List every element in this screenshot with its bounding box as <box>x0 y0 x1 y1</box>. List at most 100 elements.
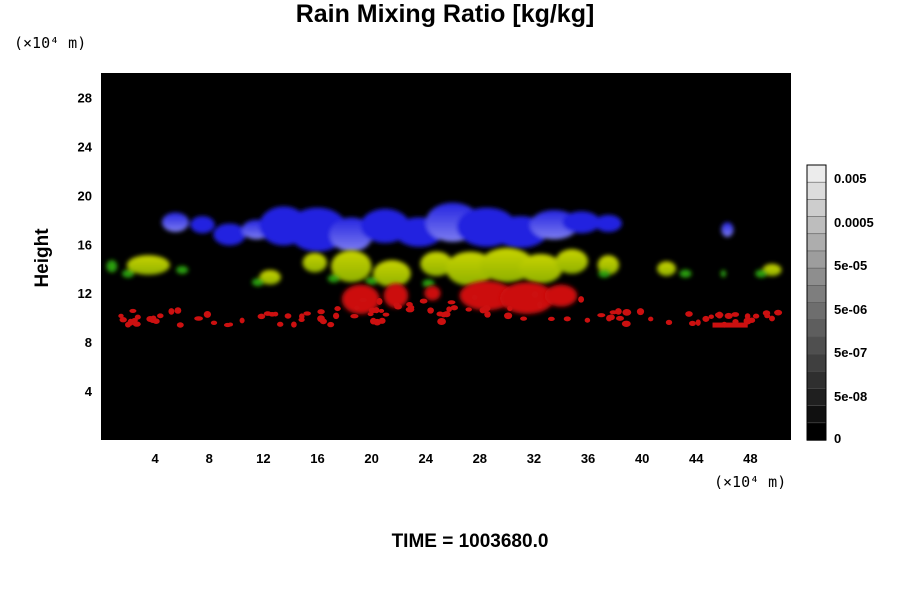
red-rain-dot <box>450 305 458 311</box>
yellow-cloud-blob <box>762 263 782 277</box>
red-rain-blob <box>424 285 441 301</box>
red-rain-dot <box>152 318 160 324</box>
red-rain-dot <box>685 311 693 317</box>
colorbar-label: 5e-06 <box>834 302 867 317</box>
x-unit-label: (×10⁴ m) <box>714 473 787 491</box>
red-rain-band <box>712 322 748 328</box>
green-cloud-edge <box>755 269 768 278</box>
yellow-cloud-blob <box>372 260 411 288</box>
red-rain-blob <box>383 283 409 308</box>
red-rain-dot <box>442 311 451 318</box>
red-rain-dot <box>223 322 232 328</box>
red-rain-dot <box>378 317 386 324</box>
red-rain-dot <box>507 305 513 312</box>
colorbar-segment <box>806 405 827 424</box>
red-rain-dot <box>370 317 377 325</box>
x-tick-label: 24 <box>418 451 433 466</box>
colorbar-segment <box>806 422 827 441</box>
red-rain-dot <box>447 300 456 305</box>
x-tick-label: 20 <box>364 451 378 466</box>
colorbar-segment <box>806 319 827 338</box>
red-rain-dot <box>606 315 613 322</box>
red-rain-dot <box>731 312 740 317</box>
red-rain-dot <box>621 320 631 327</box>
red-rain-dot <box>616 315 624 321</box>
red-rain-dot <box>332 312 340 320</box>
red-rain-dot <box>263 311 272 316</box>
red-rain-dot <box>636 308 645 316</box>
red-rain-dot <box>276 321 284 327</box>
yellow-cloud-blob <box>720 269 727 278</box>
colorbar-segment <box>806 370 827 390</box>
red-rain-dot <box>504 312 513 320</box>
red-rain-dot <box>471 294 478 301</box>
red-rain-dot <box>299 313 305 320</box>
red-rain-dot <box>446 306 452 313</box>
colorbar-label: 0.005 <box>834 171 867 186</box>
red-rain-dot <box>665 319 673 326</box>
red-rain-dot <box>774 309 783 316</box>
blue-cloud-blob <box>213 223 246 246</box>
y-tick-label: 20 <box>78 188 92 203</box>
red-rain-dot <box>563 316 571 322</box>
y-axis-label: Height <box>32 228 53 288</box>
colorbar-segment <box>806 302 827 321</box>
x-tick-label: 4 <box>152 451 160 466</box>
colorbar-segment <box>806 164 827 183</box>
red-rain-dot <box>203 310 212 318</box>
red-rain-dot <box>118 313 124 319</box>
red-rain-dot <box>584 317 591 323</box>
chart-title: Rain Mixing Ratio [kg/kg] <box>295 0 595 28</box>
red-rain-dot <box>317 315 325 323</box>
red-rain-dot <box>257 313 266 320</box>
yellow-cloud-layer <box>106 247 782 288</box>
x-tick-label: 36 <box>581 451 595 466</box>
red-rain-dot <box>382 312 390 317</box>
colorbar-label: 5e-05 <box>834 258 867 273</box>
x-tick-label: 32 <box>527 451 541 466</box>
colorbar-label: 0 <box>834 431 841 446</box>
red-rain-dot <box>350 313 359 319</box>
red-rain-dot <box>764 313 771 319</box>
red-rain-dot <box>327 321 335 328</box>
green-cloud-edge <box>422 279 435 288</box>
red-rain-dot <box>176 322 184 328</box>
colorbar-label: 5e-07 <box>834 345 867 360</box>
colorbar-segment <box>806 267 827 287</box>
blue-cloud-blob <box>721 222 734 237</box>
red-rain-dot <box>465 307 472 312</box>
red-rain-dot <box>132 321 141 327</box>
yellow-cloud-blob <box>519 254 563 284</box>
red-rain-dot <box>537 301 543 309</box>
green-cloud-edge <box>679 269 692 278</box>
red-rain-dot <box>354 305 360 310</box>
colorbar-label: 5e-08 <box>834 389 867 404</box>
red-rain-dot <box>597 313 606 318</box>
y-tick-label: 24 <box>78 139 93 154</box>
green-cloud-edge <box>365 276 378 285</box>
colorbar-frame <box>806 164 827 441</box>
red-rain-dot <box>174 307 182 314</box>
colorbar-segment <box>806 233 827 252</box>
y-tick-label: 16 <box>78 237 92 252</box>
yellow-cloud-blob <box>420 251 453 277</box>
x-tick-label: 48 <box>743 451 757 466</box>
red-rain-layer <box>118 280 783 328</box>
red-rain-dot <box>436 311 444 317</box>
red-rain-dot <box>210 320 218 325</box>
x-tick-label: 44 <box>689 451 704 466</box>
red-rain-dot <box>407 305 415 310</box>
green-cloud-edge <box>122 269 135 278</box>
colorbar-segment <box>806 353 827 373</box>
yellow-cloud-blob <box>331 250 372 283</box>
yellow-cloud-blob <box>126 255 170 275</box>
red-rain-dot <box>284 313 292 319</box>
blue-cloud-blob <box>190 216 215 234</box>
red-rain-dot <box>724 312 733 319</box>
colorbar-segment <box>806 199 827 218</box>
colorbar-segment <box>806 285 827 304</box>
red-rain-dot <box>578 296 585 303</box>
x-tick-label: 8 <box>206 451 213 466</box>
red-rain-dot <box>419 298 428 304</box>
